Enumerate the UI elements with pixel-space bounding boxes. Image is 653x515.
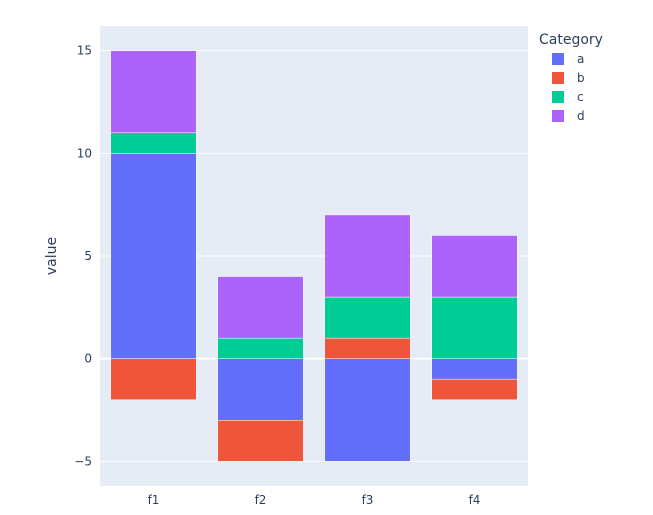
bar-f1-d: [110, 50, 197, 134]
bar-f4-a: [431, 358, 518, 380]
legend-swatch-a: [552, 53, 564, 65]
x-tick-label: f4: [469, 493, 481, 507]
bar-f2-d: [217, 276, 304, 339]
legend-label-d: d: [577, 109, 585, 123]
bar-f2-c: [217, 337, 304, 359]
bar-f3-b: [324, 337, 411, 359]
bar-f4-b: [431, 378, 518, 401]
y-tick-label: 5: [84, 249, 92, 263]
legend-swatch-c: [552, 91, 564, 103]
y-tick-label: 15: [77, 44, 92, 58]
y-tick-label: 10: [77, 146, 92, 160]
x-tick-label: f1: [148, 493, 160, 507]
x-tick-label: f3: [362, 493, 374, 507]
y-tick-label: 0: [84, 352, 92, 366]
x-axis-ticks: f1 f2 f3 f4: [148, 493, 481, 507]
legend-swatch-b: [552, 72, 564, 84]
bar-f4-c: [431, 296, 518, 359]
bar-f3-d: [324, 214, 411, 298]
bar-f2-a: [217, 358, 304, 421]
bar-f1-b: [110, 358, 197, 400]
legend-label-c: c: [577, 90, 584, 104]
bar-f1-a: [110, 153, 197, 359]
bar-f3-a: [324, 358, 411, 462]
bar-f1-c: [110, 132, 197, 154]
legend-swatch-d: [552, 110, 564, 122]
legend-label-a: a: [577, 52, 584, 66]
bar-f3-c: [324, 296, 411, 339]
bar-f4-d: [431, 235, 518, 298]
y-axis-title: value: [44, 237, 60, 275]
x-tick-label: f2: [255, 493, 267, 507]
legend-label-b: b: [577, 71, 585, 85]
bar-f2-b: [217, 420, 304, 462]
y-axis-ticks: −5 0 5 10 15: [74, 44, 92, 469]
y-tick-label: −5: [74, 454, 92, 468]
legend-title: Category: [539, 32, 603, 48]
bars: [110, 50, 518, 462]
